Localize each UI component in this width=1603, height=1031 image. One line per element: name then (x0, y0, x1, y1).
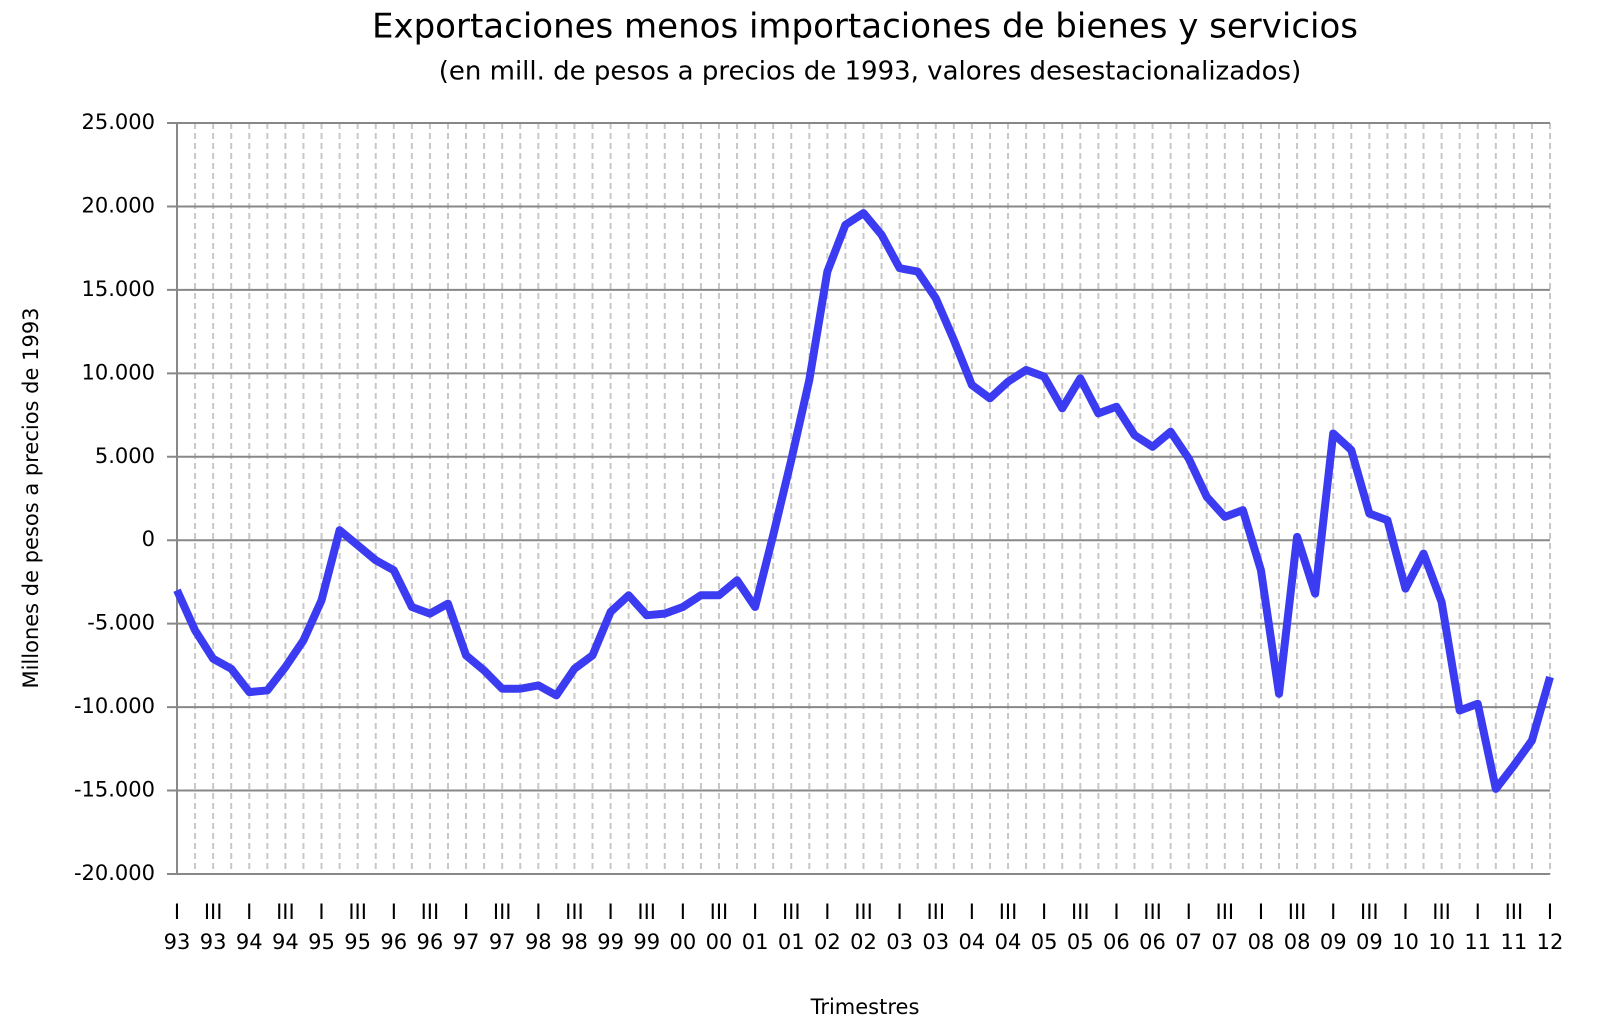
x-tick-quarter: I (680, 900, 686, 924)
x-tick-quarter: III (493, 900, 512, 924)
x-tick-quarter: I (752, 900, 758, 924)
y-tick-label: 10.000 (82, 360, 155, 384)
x-tick-quarter: I (535, 900, 541, 924)
x-tick-quarter: I (897, 900, 903, 924)
x-tick-quarter: III (1505, 900, 1524, 924)
x-tick-quarter: I (607, 900, 613, 924)
x-tick-year: 94 (236, 930, 263, 954)
x-tick-quarter: III (1360, 900, 1379, 924)
y-tick-label: 25.000 (82, 110, 155, 134)
y-tick-label: 15.000 (82, 277, 155, 301)
x-tick-year: 10 (1392, 930, 1419, 954)
y-tick-label: -20.000 (74, 861, 155, 885)
x-tick-year: 02 (850, 930, 877, 954)
x-tick-quarter: III (1216, 900, 1235, 924)
x-tick-year: 11 (1464, 930, 1491, 954)
x-tick-year: 99 (633, 930, 660, 954)
x-tick-year: 01 (778, 930, 805, 954)
y-axis-label: Millones de pesos a precios de 1993 (19, 307, 43, 688)
x-tick-quarter: I (1186, 900, 1192, 924)
x-tick-quarter: III (204, 900, 223, 924)
x-tick-year: 99 (597, 930, 624, 954)
x-tick-year: 12 (1537, 930, 1564, 954)
x-tick-quarter: III (1288, 900, 1307, 924)
x-tick-quarter: I (969, 900, 975, 924)
x-tick-quarter: III (637, 900, 656, 924)
x-tick-quarter: I (1258, 900, 1264, 924)
chart-subtitle: (en mill. de pesos a precios de 1993, va… (439, 57, 1302, 87)
x-tick-quarter: III (1143, 900, 1162, 924)
x-tick-quarter: I (1041, 900, 1047, 924)
x-tick-quarter: III (348, 900, 367, 924)
x-tick-year: 09 (1356, 930, 1383, 954)
x-tick-year: 08 (1284, 930, 1311, 954)
x-tick-year: 07 (1211, 930, 1238, 954)
x-tick-year: 06 (1139, 930, 1166, 954)
x-tick-year: 95 (308, 930, 335, 954)
x-tick-year: 93 (200, 930, 227, 954)
x-tick-quarter: III (999, 900, 1018, 924)
x-tick-year: 07 (1175, 930, 1202, 954)
x-tick-year: 96 (380, 930, 407, 954)
x-tick-year: 11 (1501, 930, 1528, 954)
x-tick-quarter: I (1113, 900, 1119, 924)
x-tick-year: 95 (344, 930, 371, 954)
x-tick-year: 00 (706, 930, 733, 954)
x-axis-label: Trimestres (810, 995, 920, 1019)
x-tick-year: 97 (489, 930, 516, 954)
x-tick-quarter: III (1432, 900, 1451, 924)
x-tick-quarter: I (1475, 900, 1481, 924)
x-tick-quarter: I (1402, 900, 1408, 924)
x-tick-quarter: I (1330, 900, 1336, 924)
x-tick-year: 04 (995, 930, 1022, 954)
x-tick-quarter: III (421, 900, 440, 924)
y-tick-label: 20.000 (82, 193, 155, 217)
x-tick-quarter: I (463, 900, 469, 924)
x-tick-year: 94 (272, 930, 299, 954)
y-tick-label: -15.000 (74, 778, 155, 802)
x-tick-quarter: III (782, 900, 801, 924)
x-tick-year: 01 (742, 930, 769, 954)
x-tick-year: 03 (886, 930, 913, 954)
x-tick-year: 97 (453, 930, 480, 954)
y-tick-label: -10.000 (74, 694, 155, 718)
x-tick-year: 98 (525, 930, 552, 954)
x-tick-quarter: III (854, 900, 873, 924)
x-tick-year: 93 (164, 930, 191, 954)
y-tick-label: -5.000 (87, 611, 155, 635)
x-tick-quarter: III (710, 900, 729, 924)
x-tick-year: 10 (1428, 930, 1455, 954)
x-tick-year: 96 (417, 930, 444, 954)
x-tick-year: 09 (1320, 930, 1347, 954)
x-tick-year: 00 (669, 930, 696, 954)
x-tick-quarter: I (1547, 900, 1553, 924)
x-tick-quarter: I (318, 900, 324, 924)
y-tick-label: 0 (142, 527, 155, 551)
data-line (173, 209, 1554, 793)
x-tick-quarter: III (565, 900, 584, 924)
x-tick-year: 02 (814, 930, 841, 954)
x-tick-quarter: III (276, 900, 295, 924)
x-tick-quarter: III (1071, 900, 1090, 924)
x-tick-quarter: I (391, 900, 397, 924)
x-tick-quarter: I (824, 900, 830, 924)
x-tick-year: 04 (959, 930, 986, 954)
x-tick-year: 98 (561, 930, 588, 954)
x-tick-year: 05 (1067, 930, 1094, 954)
x-tick-quarter: I (174, 900, 180, 924)
x-tick-quarter: III (926, 900, 945, 924)
x-tick-quarter: I (246, 900, 252, 924)
chart-title: Exportaciones menos importaciones de bie… (372, 7, 1358, 47)
x-tick-year: 03 (922, 930, 949, 954)
y-tick-label: 5.000 (95, 444, 155, 468)
x-tick-year: 05 (1031, 930, 1058, 954)
x-tick-year: 06 (1103, 930, 1130, 954)
x-tick-year: 08 (1248, 930, 1275, 954)
